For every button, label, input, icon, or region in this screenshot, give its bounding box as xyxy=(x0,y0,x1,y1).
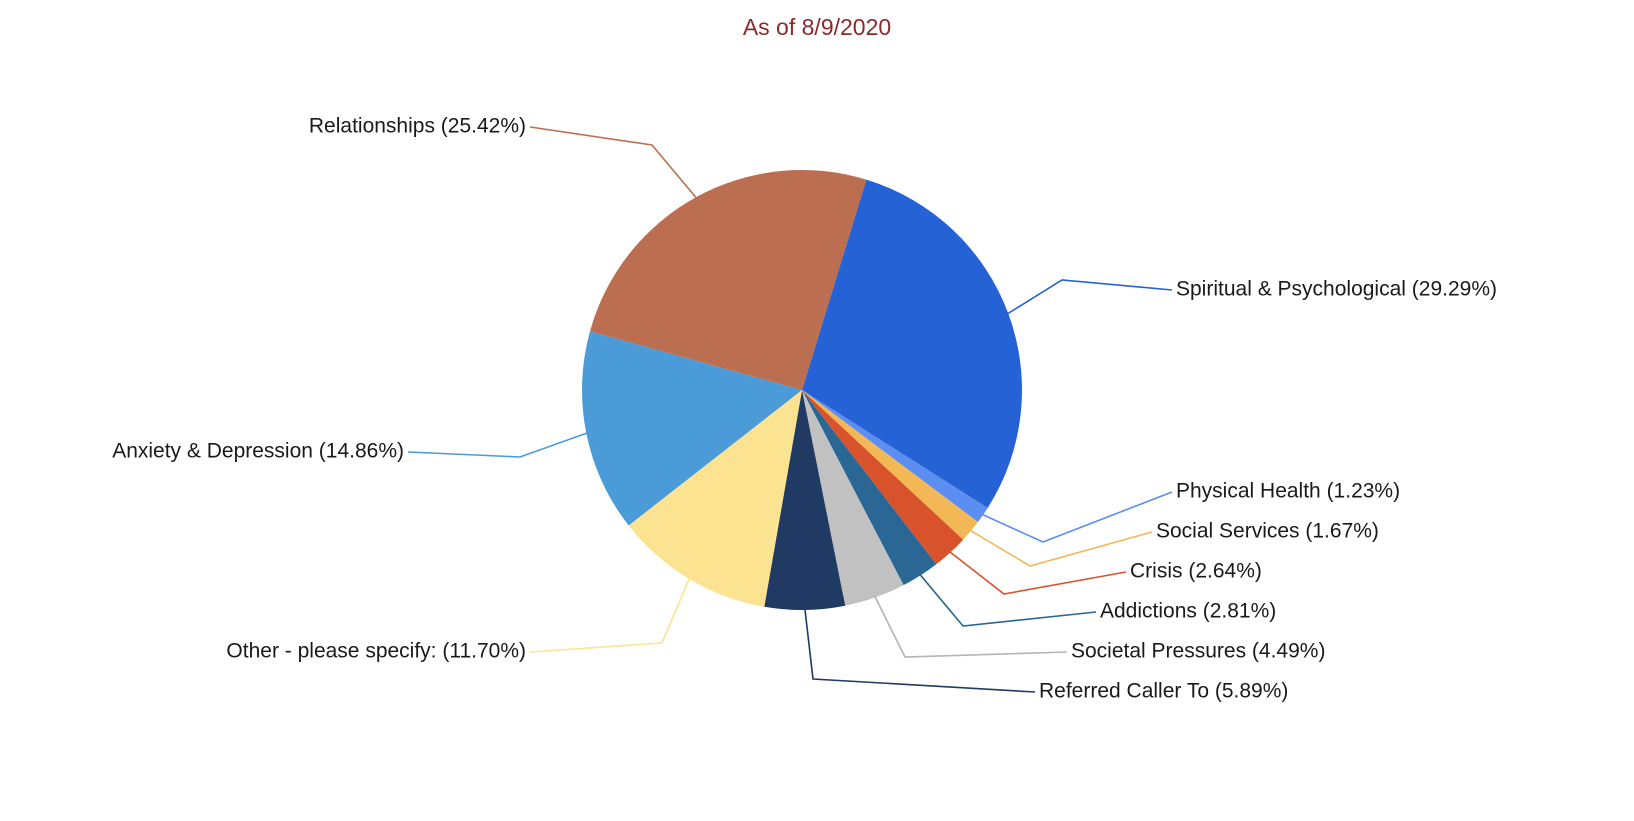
pie-slice-addictions xyxy=(802,390,937,586)
pie-slice-physical-health xyxy=(802,390,988,523)
slice-label-physical-health: Physical Health (1.23%) xyxy=(1176,480,1400,503)
leader-line-relationships xyxy=(529,126,698,200)
slice-label-relationships: Relationships (25.42%) xyxy=(309,115,526,138)
leader-line-societal-pressures xyxy=(873,595,1068,658)
slice-label-anxiety-depression: Anxiety & Depression (14.86%) xyxy=(112,440,404,463)
leader-line-physical-health xyxy=(980,491,1173,543)
chart-subtitle: As of 8/9/2020 xyxy=(742,14,892,40)
leader-line-other-please-specify xyxy=(529,576,691,653)
slice-label-referred-caller-to: Referred Caller To (5.89%) xyxy=(1039,680,1288,703)
pie-slice-other-please-specify xyxy=(628,390,802,607)
leader-line-spiritual-psychological xyxy=(1006,279,1173,316)
pie-slice-crisis xyxy=(802,390,964,565)
leader-line-social-services xyxy=(968,529,1153,567)
pie-slice-relationships xyxy=(589,169,867,390)
leader-line-referred-caller-to xyxy=(804,607,1036,693)
pie-slice-societal-pressures xyxy=(802,390,904,606)
pie-slice-referred-caller-to xyxy=(764,390,846,610)
pie-slice-spiritual-psychological xyxy=(802,179,1022,509)
leader-lines xyxy=(407,126,1173,693)
leader-line-addictions xyxy=(918,573,1097,627)
slice-label-other-please-specify: Other - please specify: (11.70%) xyxy=(226,640,526,663)
slice-labels: Spiritual & Psychological (29.29%) Physic… xyxy=(112,115,1497,703)
slice-label-spiritual-psychological: Spiritual & Psychological (29.29%) xyxy=(1176,278,1497,301)
pie-slice-social-services xyxy=(802,390,978,540)
leader-line-anxiety-depression xyxy=(407,431,589,458)
pie-slices xyxy=(582,169,1022,610)
pie-slice-anxiety-depression xyxy=(582,331,802,526)
slice-label-crisis: Crisis (2.64%) xyxy=(1130,560,1262,583)
leader-line-crisis xyxy=(948,550,1127,595)
slice-label-addictions: Addictions (2.81%) xyxy=(1100,600,1276,623)
slice-label-social-services: Social Services (1.67%) xyxy=(1156,520,1379,543)
slice-label-societal-pressures: Societal Pressures (4.49%) xyxy=(1071,640,1325,663)
